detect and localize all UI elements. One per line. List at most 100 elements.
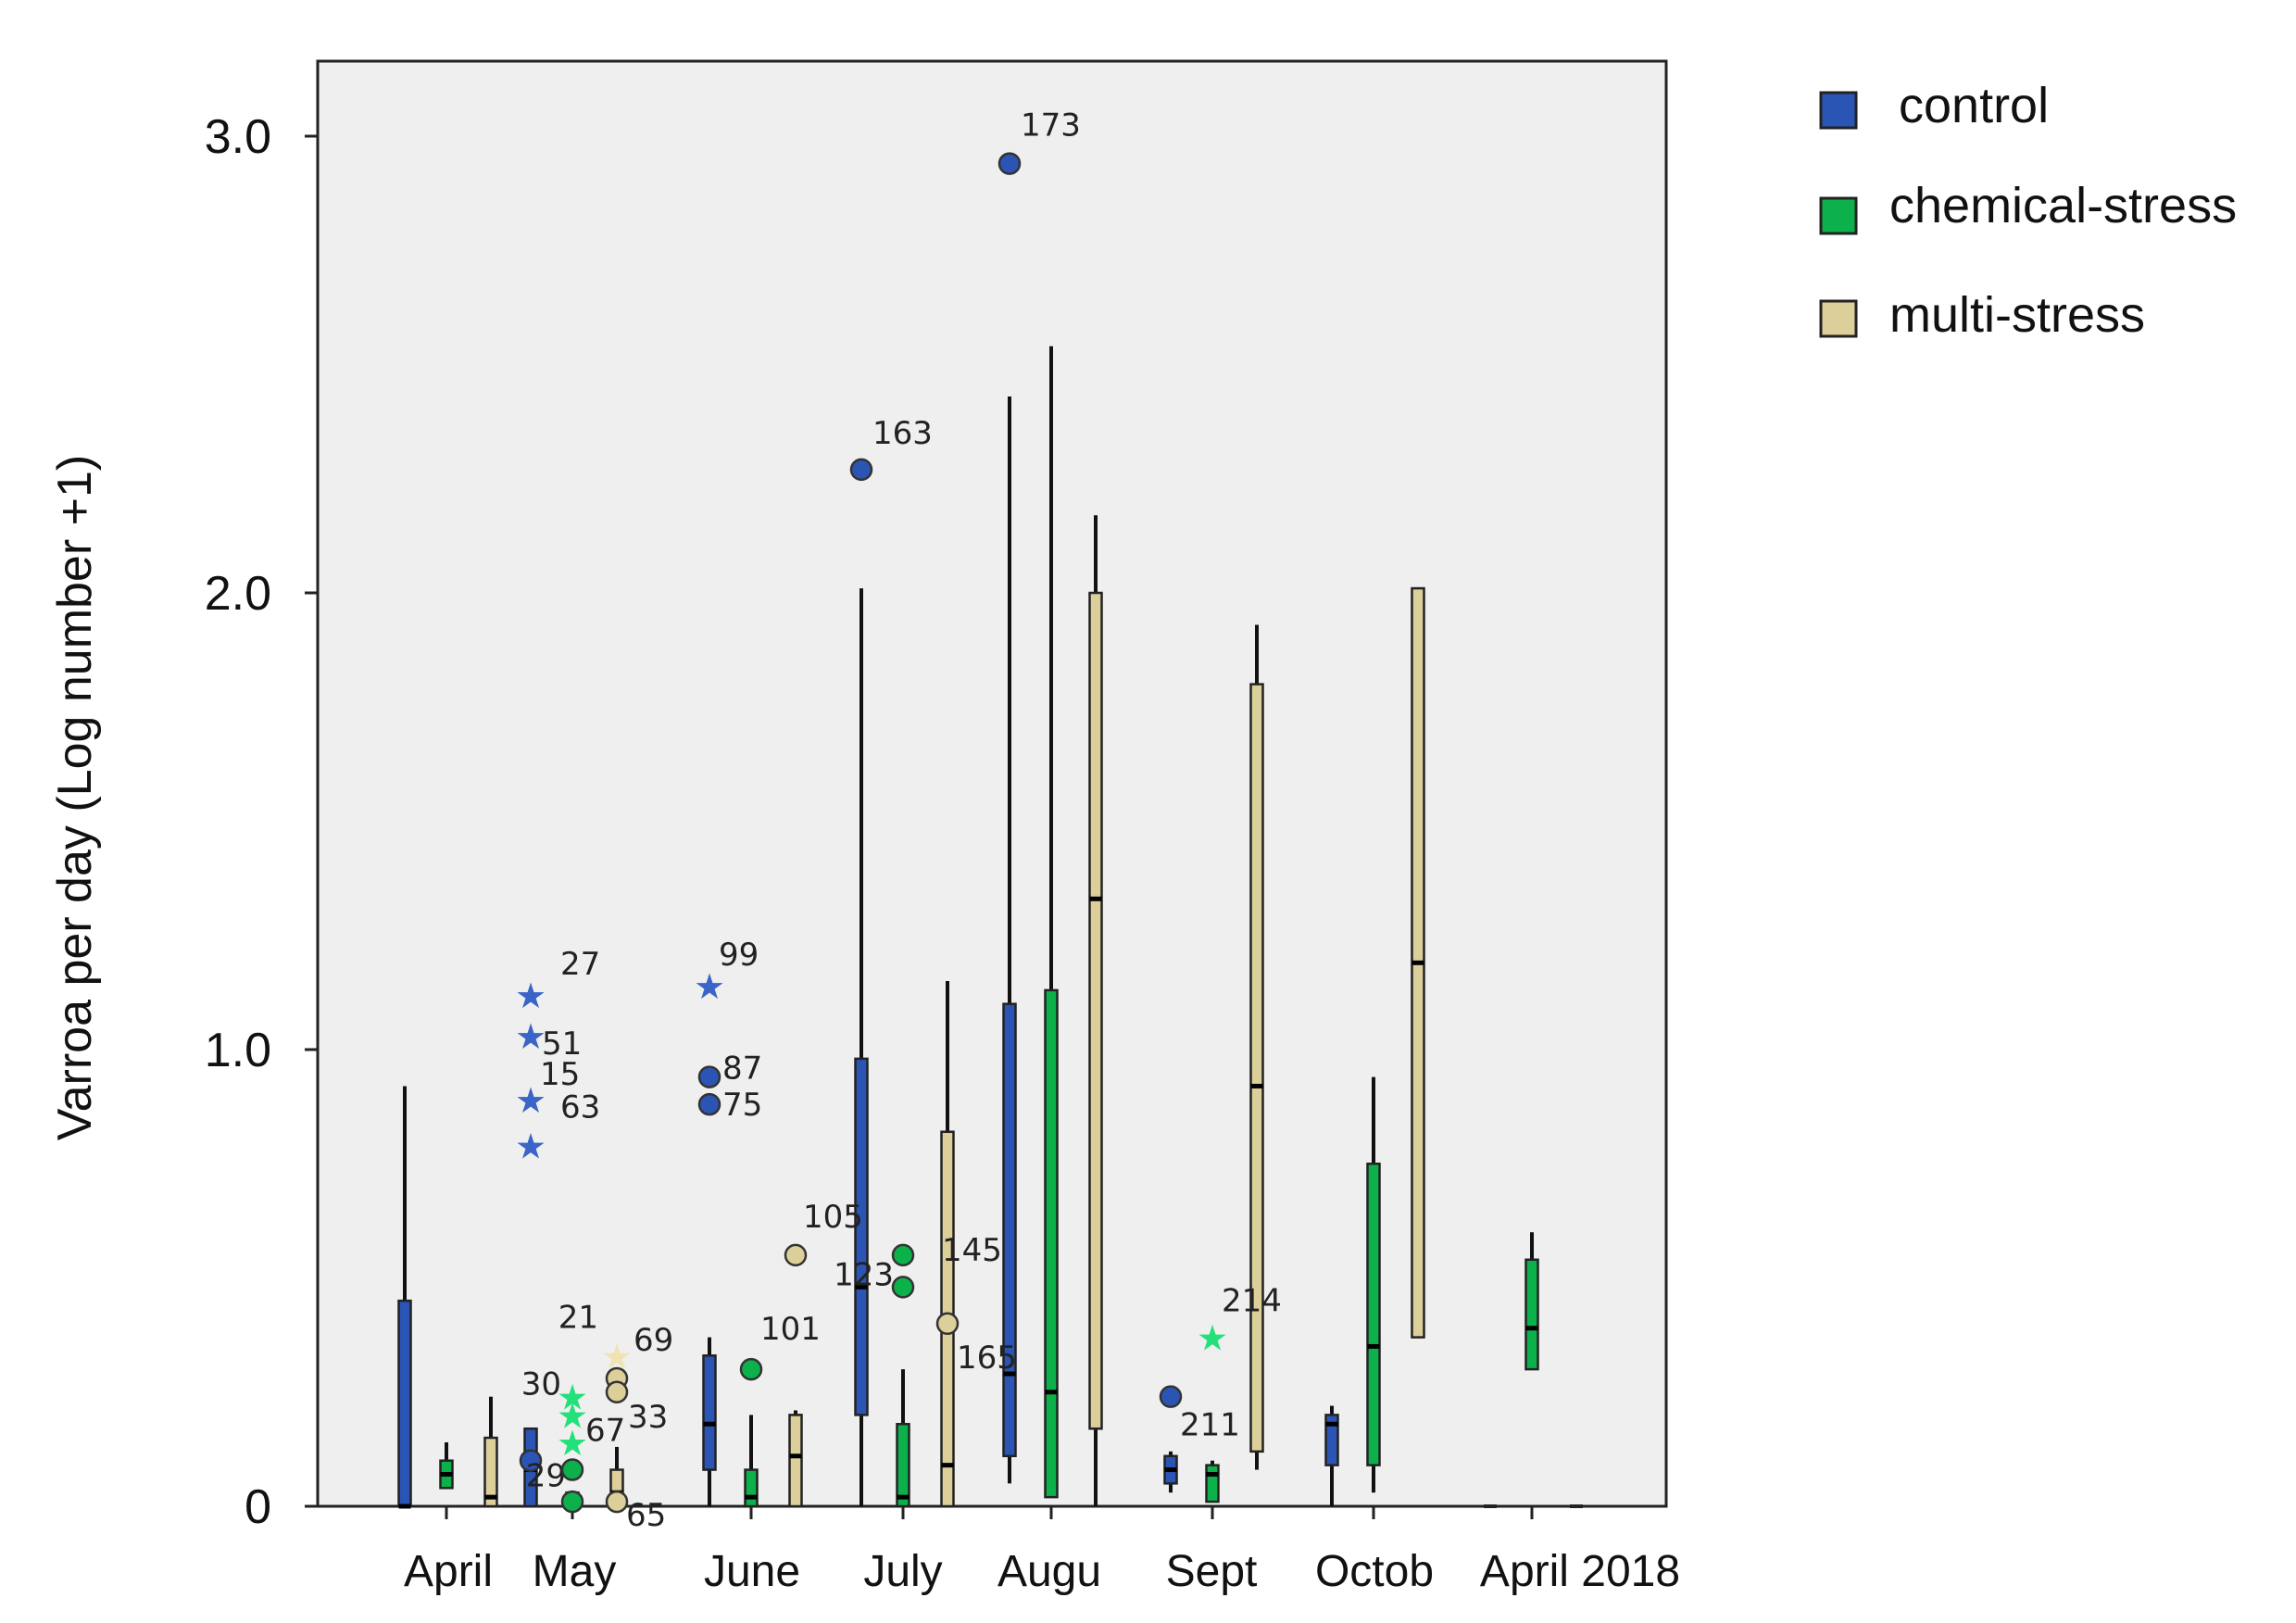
legend-label-chemical-stress: chemical-stress: [1889, 178, 2237, 233]
outlier-87-label: 87: [722, 1051, 762, 1088]
legend-swatch-multi-stress: [1819, 299, 1858, 338]
outlier-75-label: 75: [722, 1087, 762, 1124]
outlier-163-point: [849, 458, 873, 482]
outlier-145-point: [891, 1243, 915, 1267]
outlier-51-star: ★: [515, 1016, 546, 1057]
box-april-2018-chemical-stress: [1524, 1232, 1539, 1371]
box-body: [1088, 591, 1103, 1430]
outlier-27-star: ★: [515, 975, 546, 1016]
y-tick-label: 0: [245, 1480, 271, 1534]
outlier-165-label: 165: [957, 1340, 1017, 1377]
box-body: [702, 1354, 717, 1471]
outlier-123-label: 123: [834, 1256, 894, 1293]
outlier-63-star: ★: [515, 1126, 546, 1167]
outlier-105-point: [784, 1243, 808, 1267]
outlier-173-point: [997, 152, 1022, 175]
outlier-15-star: ★: [515, 1080, 546, 1121]
box-sept-control: [1163, 1451, 1178, 1493]
outlier-series: ★27★51★15★6329★30★67★★21693365★998775101…: [515, 107, 1282, 1534]
outlier-chemical-stress-9-point: [560, 1490, 584, 1514]
outlier-75-point: [697, 1092, 721, 1116]
x-tick-label: Octob: [1315, 1547, 1434, 1596]
outlier-65-point: [605, 1490, 629, 1514]
x-tick-label: Augu: [997, 1547, 1101, 1596]
outlier-30-star: ★: [557, 1378, 588, 1418]
plot-area: [316, 59, 1668, 1508]
outlier-87-point: [697, 1065, 721, 1088]
outlier-214-star: ★: [1197, 1318, 1228, 1359]
y-tick-label: 2.0: [205, 567, 271, 621]
box-june-control: [702, 1337, 717, 1506]
x-tick-label: Sept: [1166, 1547, 1258, 1596]
box-body: [788, 1414, 803, 1508]
box-octob-chemical-stress: [1366, 1076, 1381, 1493]
outlier-69-label: 69: [634, 1322, 673, 1359]
box-body: [744, 1468, 759, 1508]
y-axis-label: Varroa per day (Log number +1): [48, 455, 102, 1140]
outlier-105-label: 105: [803, 1199, 863, 1236]
outlier-165-point: [935, 1312, 960, 1336]
x-tick-label: July: [863, 1547, 942, 1596]
outlier-21-label: 21: [558, 1299, 598, 1336]
box-body: [896, 1423, 910, 1508]
legend-label-multi-stress: multi-stress: [1889, 287, 2145, 343]
outlier-chemical-stress-8-point: [560, 1458, 584, 1481]
outlier-101-label: 101: [760, 1311, 821, 1348]
box-body: [1205, 1464, 1220, 1503]
outlier-67-star: ★: [557, 1395, 588, 1436]
box-body: [1324, 1414, 1339, 1466]
outlier-65-label: 65: [626, 1497, 666, 1534]
x-tick-label: June: [704, 1547, 800, 1596]
outlier-173-label: 173: [1021, 107, 1081, 145]
box-augu-chemical-stress: [1044, 346, 1059, 1499]
box-june-multi-stress: [788, 1410, 803, 1508]
outlier-211-point: [1159, 1385, 1183, 1408]
outlier-51-label: 51: [542, 1025, 582, 1063]
y-tick-label: 3.0: [205, 110, 271, 164]
outlier-33-label: 33: [628, 1399, 668, 1436]
outlier-27-label: 27: [560, 946, 600, 983]
outlier-29-label: 29: [526, 1458, 566, 1495]
box-body: [1366, 1163, 1381, 1466]
outlier-101-point: [739, 1357, 763, 1381]
outlier-211-label: 211: [1180, 1407, 1240, 1444]
box-body: [854, 1057, 869, 1416]
outlier-15-label: 15: [540, 1056, 580, 1093]
box-augu-control: [1002, 396, 1017, 1484]
outlier-123-point: [891, 1276, 915, 1299]
x-tick-label: April: [404, 1547, 493, 1596]
box-augu-multi-stress: [1088, 515, 1103, 1506]
outlier-99-label: 99: [719, 937, 759, 974]
box-june-chemical-stress: [744, 1415, 759, 1508]
outlier-29-point: [519, 1449, 543, 1472]
legend-label-control: control: [1899, 78, 2049, 133]
outlier-33-point: [605, 1380, 629, 1403]
x-tick-label: April 2018: [1480, 1547, 1680, 1596]
x-axis: April May June July Augu Sept Octob April 2018: [306, 1504, 1680, 1596]
outlier-163-label: 163: [872, 415, 933, 452]
box-body: [397, 1299, 412, 1508]
box-july-control: [854, 588, 869, 1506]
box-july-chemical-stress: [896, 1369, 910, 1508]
legend-swatch-control: [1819, 91, 1858, 130]
box-body: [1044, 988, 1059, 1499]
box-sept-chemical-stress: [1205, 1460, 1220, 1503]
y-axis: 0 1.0 2.0 3.0: [205, 61, 320, 1534]
outlier-145-label: 145: [942, 1232, 1002, 1269]
y-tick-label: 1.0: [205, 1024, 271, 1077]
outlier-30-label: 30: [521, 1366, 561, 1403]
outlier-67-label: 67: [585, 1412, 625, 1449]
box-octob-control: [1324, 1405, 1339, 1506]
box-april-control: [397, 1086, 412, 1509]
box-body: [1002, 1002, 1017, 1458]
box-april-multi-stress: [483, 1396, 498, 1508]
box-body: [1524, 1258, 1539, 1371]
box-octob-multi-stress: [1411, 586, 1425, 1339]
box-body: [1249, 683, 1264, 1453]
outlier-chemical-stress-7-star: ★: [557, 1423, 588, 1464]
outlier-214-label: 214: [1222, 1283, 1282, 1320]
box-april-chemical-stress: [439, 1441, 454, 1490]
box-sept-multi-stress: [1249, 624, 1264, 1470]
legend-swatch-chemical-stress: [1819, 196, 1858, 235]
